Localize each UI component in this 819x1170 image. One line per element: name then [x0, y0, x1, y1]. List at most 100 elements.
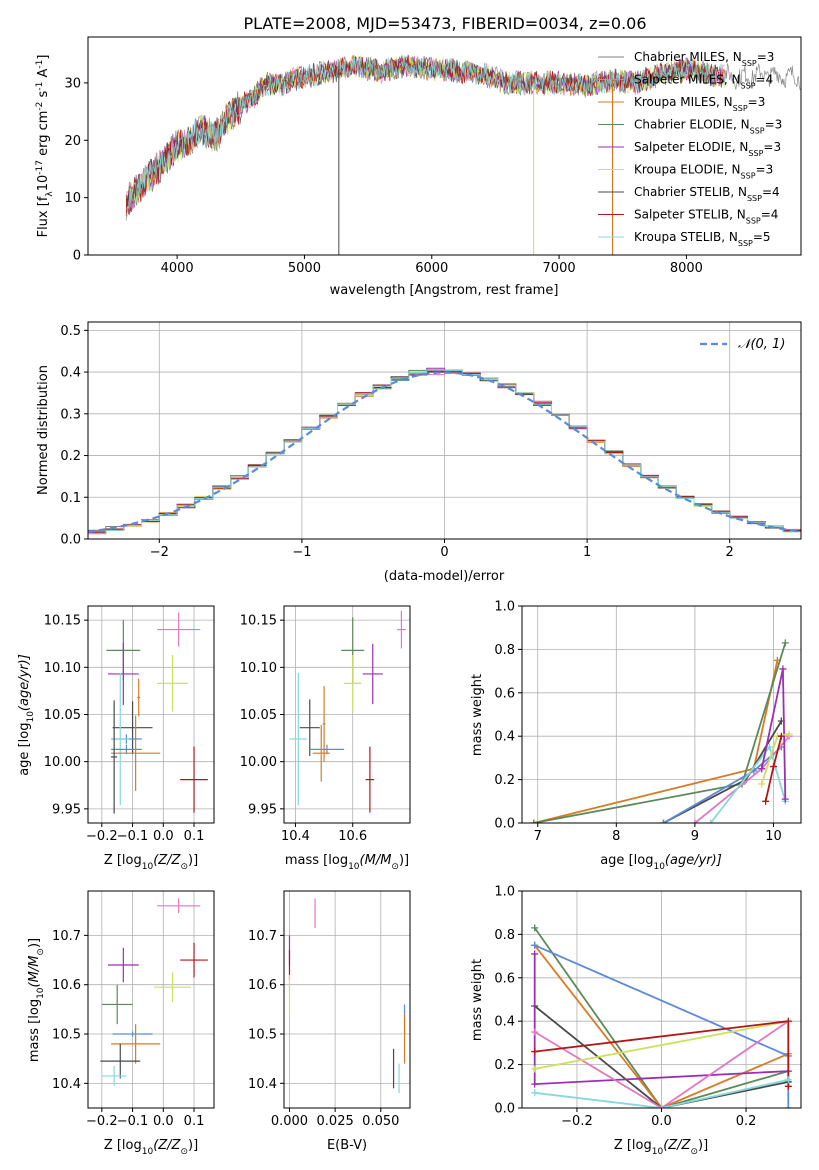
y-axis-label-part: -1 [35, 82, 45, 91]
x-axis-label-part: 10 [348, 862, 360, 872]
axes-age-vs-z: −0.2 −0.1 0.0 0.1 9.95 10.00 10.05 10.10 10.15 [44, 605, 215, 844]
legend-subscript: SSP [733, 104, 748, 113]
x-axis-label-part: ⊙ [180, 862, 188, 872]
mass-weight-line [533, 642, 787, 823]
y-tick-label: 10.15 [240, 614, 277, 629]
legend-subscript: SSP [750, 126, 765, 135]
x-axis-label-part: (Z/Z [663, 1138, 691, 1153]
plot-area [125, 54, 801, 255]
legend-subscript: SSP [747, 194, 762, 203]
x-tick-label: −1 [292, 545, 311, 560]
plot-area [289, 610, 406, 813]
y-axis-label-part: 10 [36, 987, 46, 999]
y-axis-label-part: ] [36, 55, 51, 60]
legend-subscript: SSP [741, 81, 756, 90]
y-tick-label: 0.0 [494, 1102, 515, 1117]
y-tick-label: 1.0 [494, 600, 515, 615]
mass-weight-marker [777, 732, 785, 740]
y-tick-label: 10.7 [248, 929, 277, 944]
y-axis-label-part: A [36, 69, 51, 82]
y-tick-label: 0 [73, 249, 81, 264]
mass-weight-marker [531, 1089, 539, 1097]
y-tick-label: 0.0 [60, 533, 81, 548]
y-tick-label: 0.4 [494, 730, 515, 745]
x-axis-label: mass [log10(M/M⊙)] [285, 853, 409, 872]
legend-subscript: SSP [746, 216, 761, 225]
legend-label: Salpeter STELIB, NSSP=4 [634, 208, 778, 226]
mass-weight-marker [784, 1082, 792, 1090]
x-axis-label-part: age [log [600, 853, 653, 868]
legend-series-name: Salpeter ELODIE, N [634, 140, 748, 154]
mass-weight-marker [781, 639, 789, 647]
legend-nssp: =3 [756, 163, 774, 177]
legend-nssp: =3 [748, 95, 766, 109]
y-axis-label-part: Flux [f [36, 196, 51, 237]
axes-mass-vs-z: −0.2 −0.1 0.0 0.1 10.4 10.5 10.6 10.7 [52, 890, 215, 1129]
legend-label: Kroupa MILES, NSSP=3 [634, 95, 765, 113]
legend-subscript: SSP [748, 149, 763, 158]
mass-weight-marker [531, 924, 539, 932]
mass-weight-marker [531, 941, 539, 949]
mass-weight-marker [531, 1080, 539, 1088]
axes-residuals: −2 −1 0 1 2 0.0 0.1 0.2 0.3 0.4 0.5 [60, 321, 802, 560]
y-axis-label-part: )] [27, 938, 42, 948]
plot-area [88, 367, 801, 535]
x-tick-label: 7000 [543, 261, 576, 276]
mass-weight-marker [531, 1048, 539, 1056]
axes-spectrum: 4000 5000 6000 7000 8000 0 10 20 30 [64, 36, 802, 276]
y-axis-label-part: (age/yr)] [17, 654, 32, 711]
x-tick-label: 0.0 [153, 829, 174, 844]
x-axis-label-part: 10 [652, 1147, 664, 1157]
y-axis-label: mass [log10(M/M⊙)] [27, 938, 46, 1062]
legend-subscript: SSP [741, 171, 756, 180]
x-tick-label: 0.1 [184, 1114, 205, 1129]
legend-series-name: Chabrier ELODIE, N [634, 118, 750, 132]
x-axis-label: (data-model)/error [384, 569, 505, 584]
x-axis-label-part: Z [log [104, 1138, 142, 1153]
plot-area [100, 898, 208, 1086]
y-tick-label: 10.00 [44, 755, 81, 770]
y-tick-label: 0.2 [494, 773, 515, 788]
mass-weight-marker [769, 763, 777, 771]
x-axis-label: Z [log10(Z/Z⊙)] [614, 1138, 708, 1157]
legend-series-name: Kroupa STELIB, N [634, 230, 738, 244]
y-tick-label: 9.95 [52, 802, 81, 817]
mass-weight-marker [659, 819, 667, 823]
mass-weight-marker [531, 1065, 539, 1073]
x-axis-label-part: 10 [142, 862, 154, 872]
y-tick-label: 0.2 [494, 1058, 515, 1073]
x-axis-label-part: ⊙ [180, 1147, 188, 1157]
x-axis-label-part: (Z/Z [153, 853, 181, 868]
mass-weight-marker [658, 1104, 665, 1108]
normal-curve [88, 371, 801, 533]
x-axis-label-part: )] [698, 1138, 708, 1153]
y-axis-label-part: 10 [26, 711, 36, 723]
x-tick-label: 6000 [415, 261, 448, 276]
y-tick-label: 1.0 [494, 885, 515, 900]
legend-nssp: =4 [762, 185, 780, 199]
y-tick-label: 10.4 [52, 1077, 81, 1092]
y-tick-label: 10.00 [240, 755, 277, 770]
mass-weight-marker [758, 780, 766, 788]
legend-label: Salpeter MILES, NSSP=4 [634, 73, 773, 91]
legend-label: Salpeter ELODIE, NSSP=3 [634, 140, 781, 158]
x-tick-label: 0.0 [153, 1114, 174, 1129]
axes-mass-weight-vs-z: −0.2 0.0 0.2 0.0 0.2 0.4 0.6 0.8 1.0 [494, 885, 802, 1129]
y-tick-label: 0.8 [494, 928, 515, 943]
y-axis-label-part: λ [45, 191, 55, 197]
x-axis-label-part: (age/yr)] [665, 853, 722, 868]
x-tick-label: 0 [440, 545, 448, 560]
axes-frame [87, 36, 802, 256]
mass-weight-marker [707, 819, 715, 823]
y-tick-label: 10 [64, 191, 81, 206]
y-tick-label: 0.1 [60, 491, 81, 506]
legend-nssp: =3 [757, 50, 775, 64]
y-tick-label: 30 [64, 76, 81, 91]
x-tick-label: 0.1 [184, 829, 205, 844]
legend-nssp: =3 [763, 140, 781, 154]
y-axis-label-part: mass [log [27, 999, 42, 1062]
x-axis-label-part: 10 [653, 862, 665, 872]
y-tick-label: 0.0 [494, 817, 515, 832]
legend-label: 𝒩(0, 1) [738, 337, 785, 352]
